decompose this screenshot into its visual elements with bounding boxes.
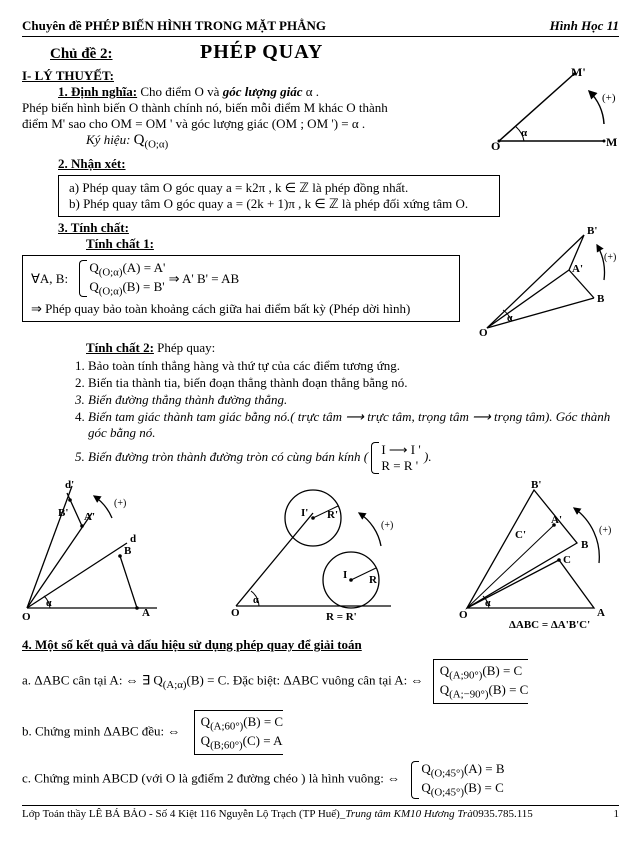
- subtitle: Chủ đề 2:: [50, 46, 200, 63]
- svg-text:C': C': [515, 529, 526, 541]
- svg-text:α: α: [485, 598, 491, 609]
- svg-text:(+): (+): [381, 520, 393, 531]
- result-c: c. Chứng minh ABCD (với O là gđiểm 2 đườ…: [22, 761, 619, 798]
- result-a: a. ΔABC cân tại A: ⇔ ∃ Q(A;α)(B) = C. Đặ…: [22, 659, 619, 704]
- tc2-header: Tính chất 2: Phép quay:: [86, 340, 619, 356]
- tc1: Tính chất 1:: [86, 236, 467, 252]
- svg-text:A: A: [142, 607, 150, 619]
- svg-text:O: O: [479, 327, 488, 339]
- svg-text:(+): (+): [114, 498, 126, 509]
- svg-text:R = R': R = R': [326, 611, 357, 623]
- header-left: Chuyên đề PHÉP BIẾN HÌNH TRONG MẶT PHẲNG: [22, 18, 326, 34]
- svg-text:d: d: [130, 533, 136, 545]
- figure-circle-rotation: O I R I' R' α (+) R = R': [231, 478, 406, 623]
- svg-text:R': R': [327, 509, 338, 521]
- svg-text:B: B: [581, 539, 589, 551]
- svg-text:A': A': [84, 511, 95, 523]
- svg-text:α: α: [46, 598, 52, 609]
- svg-text:α: α: [253, 595, 259, 606]
- section-1: I- LÝ THUYẾT:: [22, 68, 477, 84]
- def-p2: điểm M' sao cho OM = OM ' và góc lượng g…: [22, 116, 477, 132]
- notation: Ký hiệu: Q(O;α): [86, 132, 477, 151]
- svg-text:B: B: [124, 545, 132, 557]
- svg-text:B': B': [531, 479, 541, 491]
- section-tc: 3. Tính chất:: [58, 220, 467, 236]
- svg-text:(+): (+): [604, 252, 616, 263]
- section-nx: 2. Nhận xét:: [58, 156, 619, 172]
- page-footer: Lớp Toán thầy LÊ BÁ BẢO - Số 4 Kiệt 116 …: [22, 805, 619, 820]
- def-p1: Phép biến hình biến O thành chính nó, bi…: [22, 100, 477, 116]
- figure-AB-rotation: α O B A' B' (+): [479, 220, 619, 340]
- definition-line: 1. Định nghĩa: Cho điểm O và góc lượng g…: [58, 84, 477, 100]
- svg-text:R: R: [369, 574, 378, 586]
- title-row: Chủ đề 2: PHÉP QUAY: [22, 41, 619, 64]
- figure-row: O A B d A' B' d' α (+) O I R I' R' α (+)…: [22, 478, 619, 633]
- section-4: 4. Một số kết quả và dấu hiệu sử dụng ph…: [22, 637, 619, 653]
- svg-text:A: A: [597, 607, 605, 619]
- svg-text:B: B: [597, 293, 605, 305]
- svg-text:A': A': [551, 514, 562, 526]
- svg-text:B': B': [587, 225, 597, 237]
- svg-text:(+): (+): [602, 92, 616, 104]
- svg-text:d': d': [65, 479, 74, 491]
- svg-text:M: M: [606, 135, 617, 149]
- property-box: ∀A, B: Q(O;α)(A) = A' Q(O;α)(B) = B' ⇒ A…: [22, 255, 460, 322]
- svg-text:α: α: [521, 127, 528, 139]
- svg-text:I': I': [301, 507, 308, 519]
- result-b: b. Chứng minh ΔABC đều: ⇔ Q(A;60°)(B) = …: [22, 710, 619, 755]
- figure-rotation-M: α O M M' (+): [489, 66, 619, 156]
- svg-text:O: O: [22, 611, 31, 623]
- svg-text:B': B': [58, 507, 68, 519]
- svg-text:C: C: [563, 554, 571, 566]
- figure-line-rotation: O A B d A' B' d' α (+): [22, 478, 177, 623]
- property-list: Bảo toàn tính thẳng hàng và thứ tự của c…: [88, 358, 619, 474]
- svg-text:A': A': [572, 263, 583, 275]
- header-right: Hình Học 11: [550, 18, 619, 34]
- svg-text:O: O: [459, 609, 468, 621]
- svg-text:I: I: [343, 569, 347, 581]
- main-title: PHÉP QUAY: [200, 41, 323, 64]
- svg-text:ΔABC = ΔA'B'C': ΔABC = ΔA'B'C': [509, 619, 590, 631]
- svg-text:O: O: [231, 607, 240, 619]
- svg-text:(+): (+): [599, 525, 611, 536]
- page-header: Chuyên đề PHÉP BIẾN HÌNH TRONG MẶT PHẲNG…: [22, 18, 619, 37]
- svg-text:M': M': [571, 66, 586, 79]
- figure-triangle-rotation: O A C B A' C' B' α (+) ΔABC = ΔA'B'C': [459, 478, 619, 633]
- svg-text:α: α: [507, 313, 513, 324]
- remark-box: a) Phép quay tâm O góc quay a = k2π , k …: [58, 175, 500, 217]
